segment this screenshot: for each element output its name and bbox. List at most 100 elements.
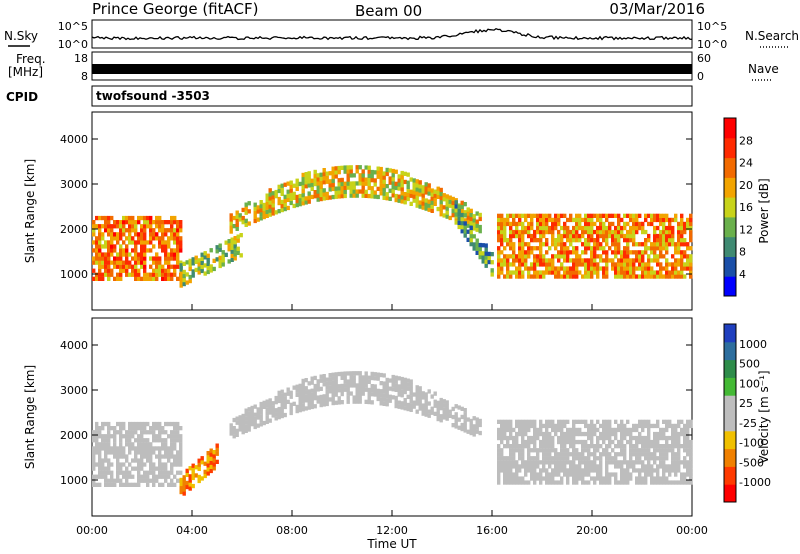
range-gate-cell <box>104 215 108 221</box>
range-gate-cell <box>512 229 516 235</box>
range-gate-cell <box>337 371 341 377</box>
range-gate-cell <box>593 213 597 218</box>
range-gate-cell <box>110 248 114 253</box>
range-gate-cell <box>424 190 428 195</box>
range-gate-cell <box>107 264 111 269</box>
range-gate-cell <box>635 460 639 465</box>
range-gate-cell <box>466 215 470 220</box>
range-gate-cell <box>578 238 582 243</box>
range-gate-cell <box>545 468 549 473</box>
range-gate-cell <box>641 448 645 453</box>
range-gate-cell <box>689 221 693 227</box>
range-gate-cell <box>107 458 111 463</box>
range-gate-cell <box>656 480 660 485</box>
range-gate-cell <box>509 242 513 247</box>
range-gate-cell <box>671 480 675 485</box>
range-gate-cell <box>689 476 693 481</box>
range-gate-cell <box>400 385 404 390</box>
colorbar-segment <box>724 341 736 361</box>
range-gate-cell <box>551 242 555 247</box>
range-gate-cell <box>521 480 525 485</box>
range-gate-cell <box>229 217 233 222</box>
range-gate-cell <box>647 258 651 263</box>
range-gate-cell <box>653 242 657 247</box>
range-gate-cell <box>623 444 627 449</box>
range-gate-cell <box>641 444 645 449</box>
range-gate-cell <box>259 414 263 419</box>
range-gate-cell <box>578 456 582 461</box>
range-gate-cell <box>421 391 425 396</box>
range-gate-cell <box>578 468 582 473</box>
range-gate-cell <box>107 232 111 237</box>
range-gate-cell <box>125 228 129 233</box>
range-gate-cell <box>551 476 555 481</box>
range-gate-cell <box>280 409 284 415</box>
range-gate-cell <box>316 193 320 198</box>
range-gate-cell <box>503 464 507 469</box>
range-gate-cell <box>584 246 588 251</box>
range-gate-cell <box>107 256 111 261</box>
range-gate-cell <box>560 225 564 231</box>
range-gate-cell <box>665 246 669 251</box>
range-gate-cell <box>515 460 519 465</box>
range-gate-cell <box>641 464 645 469</box>
range-gate-cell <box>527 464 531 469</box>
range-gate-cell <box>232 426 236 431</box>
range-gate-cell <box>209 268 213 273</box>
range-gate-cell <box>128 228 132 233</box>
range-gate-cell <box>611 258 615 263</box>
range-gate-cell <box>137 215 141 221</box>
range-gate-cell <box>116 421 120 427</box>
range-gate-cell <box>233 244 237 249</box>
range-gate-cell <box>674 452 678 457</box>
range-gate-cell <box>593 456 597 461</box>
range-gate-cell <box>686 246 690 251</box>
range-gate-cell <box>632 213 636 218</box>
range-gate-cell <box>268 212 272 217</box>
range-gate-cell <box>370 392 374 397</box>
range-gate-cell <box>119 430 123 435</box>
range-gate-cell <box>337 170 341 175</box>
range-gate-cell <box>566 476 570 481</box>
range-gate-cell <box>439 200 443 205</box>
range-gate-cell <box>95 442 99 447</box>
range-gate-cell <box>301 184 305 190</box>
range-gate-cell <box>203 255 207 260</box>
range-gate-cell <box>545 460 549 465</box>
range-gate-cell <box>578 217 582 223</box>
range-gate-cell <box>137 426 141 431</box>
range-gate-cell <box>427 199 431 204</box>
range-gate-cell <box>167 272 171 277</box>
range-gate-cell <box>155 236 159 241</box>
range-gate-cell <box>518 242 522 247</box>
range-gate-cell <box>460 229 464 234</box>
range-gate-cell <box>689 246 693 251</box>
range-gate-cell <box>176 426 180 431</box>
range-gate-cell <box>164 478 168 483</box>
range-gate-cell <box>92 450 96 455</box>
range-gate-cell <box>131 466 135 471</box>
colorbar-segment <box>724 395 736 414</box>
range-gate-cell <box>244 420 248 425</box>
range-gate-cell <box>170 256 174 261</box>
range-gate-cell <box>512 435 516 441</box>
range-gate-cell <box>259 410 263 415</box>
range-gate-cell <box>512 213 516 218</box>
range-gate-cell <box>548 431 552 437</box>
range-gate-cell <box>590 476 594 481</box>
range-gate-cell <box>605 213 609 218</box>
range-gate-cell <box>134 260 138 265</box>
range-gate-cell <box>406 406 410 412</box>
range-gate-cell <box>539 238 543 243</box>
range-gate-cell <box>128 426 132 431</box>
range-gate-cell <box>587 468 591 473</box>
range-gate-cell <box>469 220 473 226</box>
range-gate-cell <box>265 201 269 206</box>
range-gate-cell <box>590 270 594 275</box>
range-gate-cell <box>569 266 573 271</box>
range-gate-cell <box>629 439 633 445</box>
range-gate-cell <box>563 423 567 429</box>
range-gate-cell <box>650 246 654 251</box>
range-gate-cell <box>608 419 612 424</box>
range-gate-cell <box>131 482 135 487</box>
